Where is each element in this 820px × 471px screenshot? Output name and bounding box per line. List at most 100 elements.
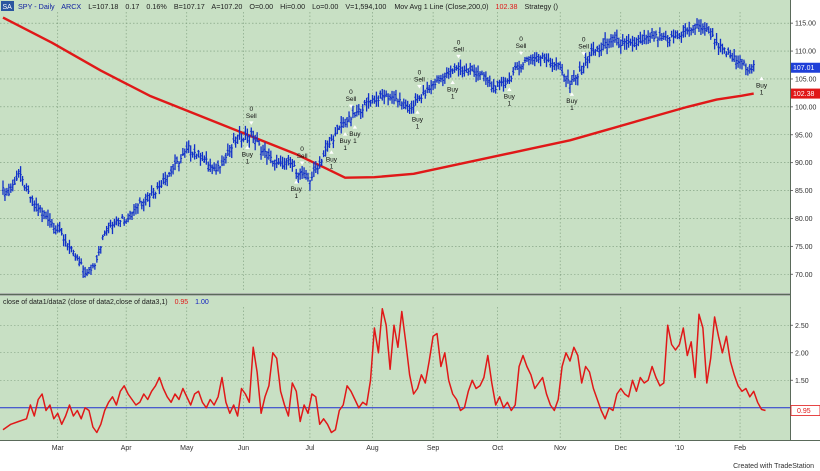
price-bar (302, 167, 306, 179)
price-bar (132, 204, 136, 216)
price-bar (369, 99, 372, 107)
price-bar (660, 33, 664, 42)
price-bar (412, 100, 415, 114)
price-bar (492, 79, 495, 93)
ratio-tick-label: 1.50 (795, 378, 809, 385)
price-bar (156, 182, 159, 190)
price-bar (668, 36, 671, 47)
buy-arrow-icon (342, 132, 348, 136)
price-bar (68, 239, 71, 254)
price-bar (19, 166, 22, 182)
price-bar (179, 154, 183, 164)
price-bar (603, 32, 607, 49)
price-bar (732, 48, 736, 63)
x-tick-label: Oct (492, 445, 503, 452)
indicator-panel-background (0, 296, 790, 440)
price-bar (304, 169, 308, 180)
y-tick-label: 115.00 (795, 21, 816, 28)
price-bar (162, 173, 165, 185)
price-bar (218, 165, 222, 174)
price-bar (609, 34, 613, 48)
price-bar (117, 217, 120, 227)
price-bar (123, 216, 126, 226)
price-bar (287, 154, 290, 166)
symbol-badge[interactable] (1, 1, 14, 11)
price-bar (89, 264, 93, 275)
price-bar (695, 18, 699, 29)
price-bar (484, 71, 488, 85)
price-bar (310, 171, 314, 181)
price-bar (682, 25, 685, 38)
sell-signal-label: Sell (246, 113, 257, 120)
price-bar (242, 137, 245, 142)
price-bar (400, 101, 404, 110)
price-bar (402, 98, 405, 110)
buy-signal-qty: 1 (330, 163, 334, 170)
price-bar (588, 51, 591, 64)
price-bar (600, 42, 603, 56)
price-bar (357, 104, 361, 116)
price-bar (189, 145, 192, 162)
price-bar (169, 166, 173, 177)
price-bar (48, 213, 52, 228)
price-bar (214, 163, 218, 175)
price-bar (226, 143, 230, 157)
ma-last-value: 102.38 (793, 91, 815, 98)
price-bar (426, 81, 429, 94)
indicator-header-text: close of data1/data2 (close of data2,clo… (3, 299, 209, 306)
price-bar (523, 56, 527, 64)
sell-signal-qty: 0 (418, 70, 422, 77)
price-bar (277, 158, 280, 165)
price-bar (199, 152, 202, 166)
price-bar (424, 89, 427, 99)
price-bar (183, 148, 187, 158)
price-bar (570, 75, 574, 85)
ratio-tick-label: 2.00 (795, 350, 809, 357)
price-bar (474, 67, 478, 83)
price-bar (742, 59, 746, 66)
price-bar (353, 112, 357, 118)
price-bar (38, 205, 42, 213)
price-bar (177, 161, 181, 172)
price-bar (601, 38, 605, 51)
price-bar (386, 93, 390, 106)
buy-arrow-icon (245, 145, 250, 149)
price-bar (40, 207, 44, 223)
price-bar (547, 53, 550, 63)
sell-arrow-icon (581, 52, 586, 56)
price-bar (152, 187, 155, 199)
price-bar (557, 62, 560, 70)
price-bar (228, 145, 231, 157)
price-bar (566, 69, 570, 84)
price-bar (205, 151, 208, 165)
price-bar (275, 154, 278, 169)
price-bar (50, 219, 54, 228)
price-bar (502, 76, 505, 92)
price-bar (332, 135, 335, 149)
y-tick-label: 75.00 (795, 244, 813, 251)
x-tick-label: Mar (52, 445, 65, 452)
price-bar (707, 26, 710, 34)
sell-signal-qty: 0 (457, 39, 461, 46)
price-bar (510, 75, 513, 83)
symbol-badge-text: SA (3, 4, 13, 11)
price-bar (621, 34, 624, 46)
y-tick-label: 105.00 (795, 76, 817, 83)
price-bar (224, 152, 228, 164)
price-bar (330, 134, 333, 142)
price-bar (212, 162, 216, 172)
buy-arrow-icon (415, 110, 420, 114)
x-tick-label: Nov (554, 445, 567, 452)
y-tick-label: 80.00 (795, 216, 813, 223)
price-bar (119, 219, 122, 228)
price-bar (619, 39, 622, 54)
indicator-label: close of data1/data2 (close of data2,clo… (3, 299, 168, 306)
price-bar (691, 25, 695, 34)
price-bar (658, 27, 662, 41)
x-tick-label: Sep (427, 445, 440, 452)
price-bar (580, 65, 583, 75)
sell-signal-label: Sell (297, 153, 308, 160)
price-bar (654, 30, 658, 39)
price-bar (461, 66, 464, 78)
price-bar (128, 210, 132, 220)
